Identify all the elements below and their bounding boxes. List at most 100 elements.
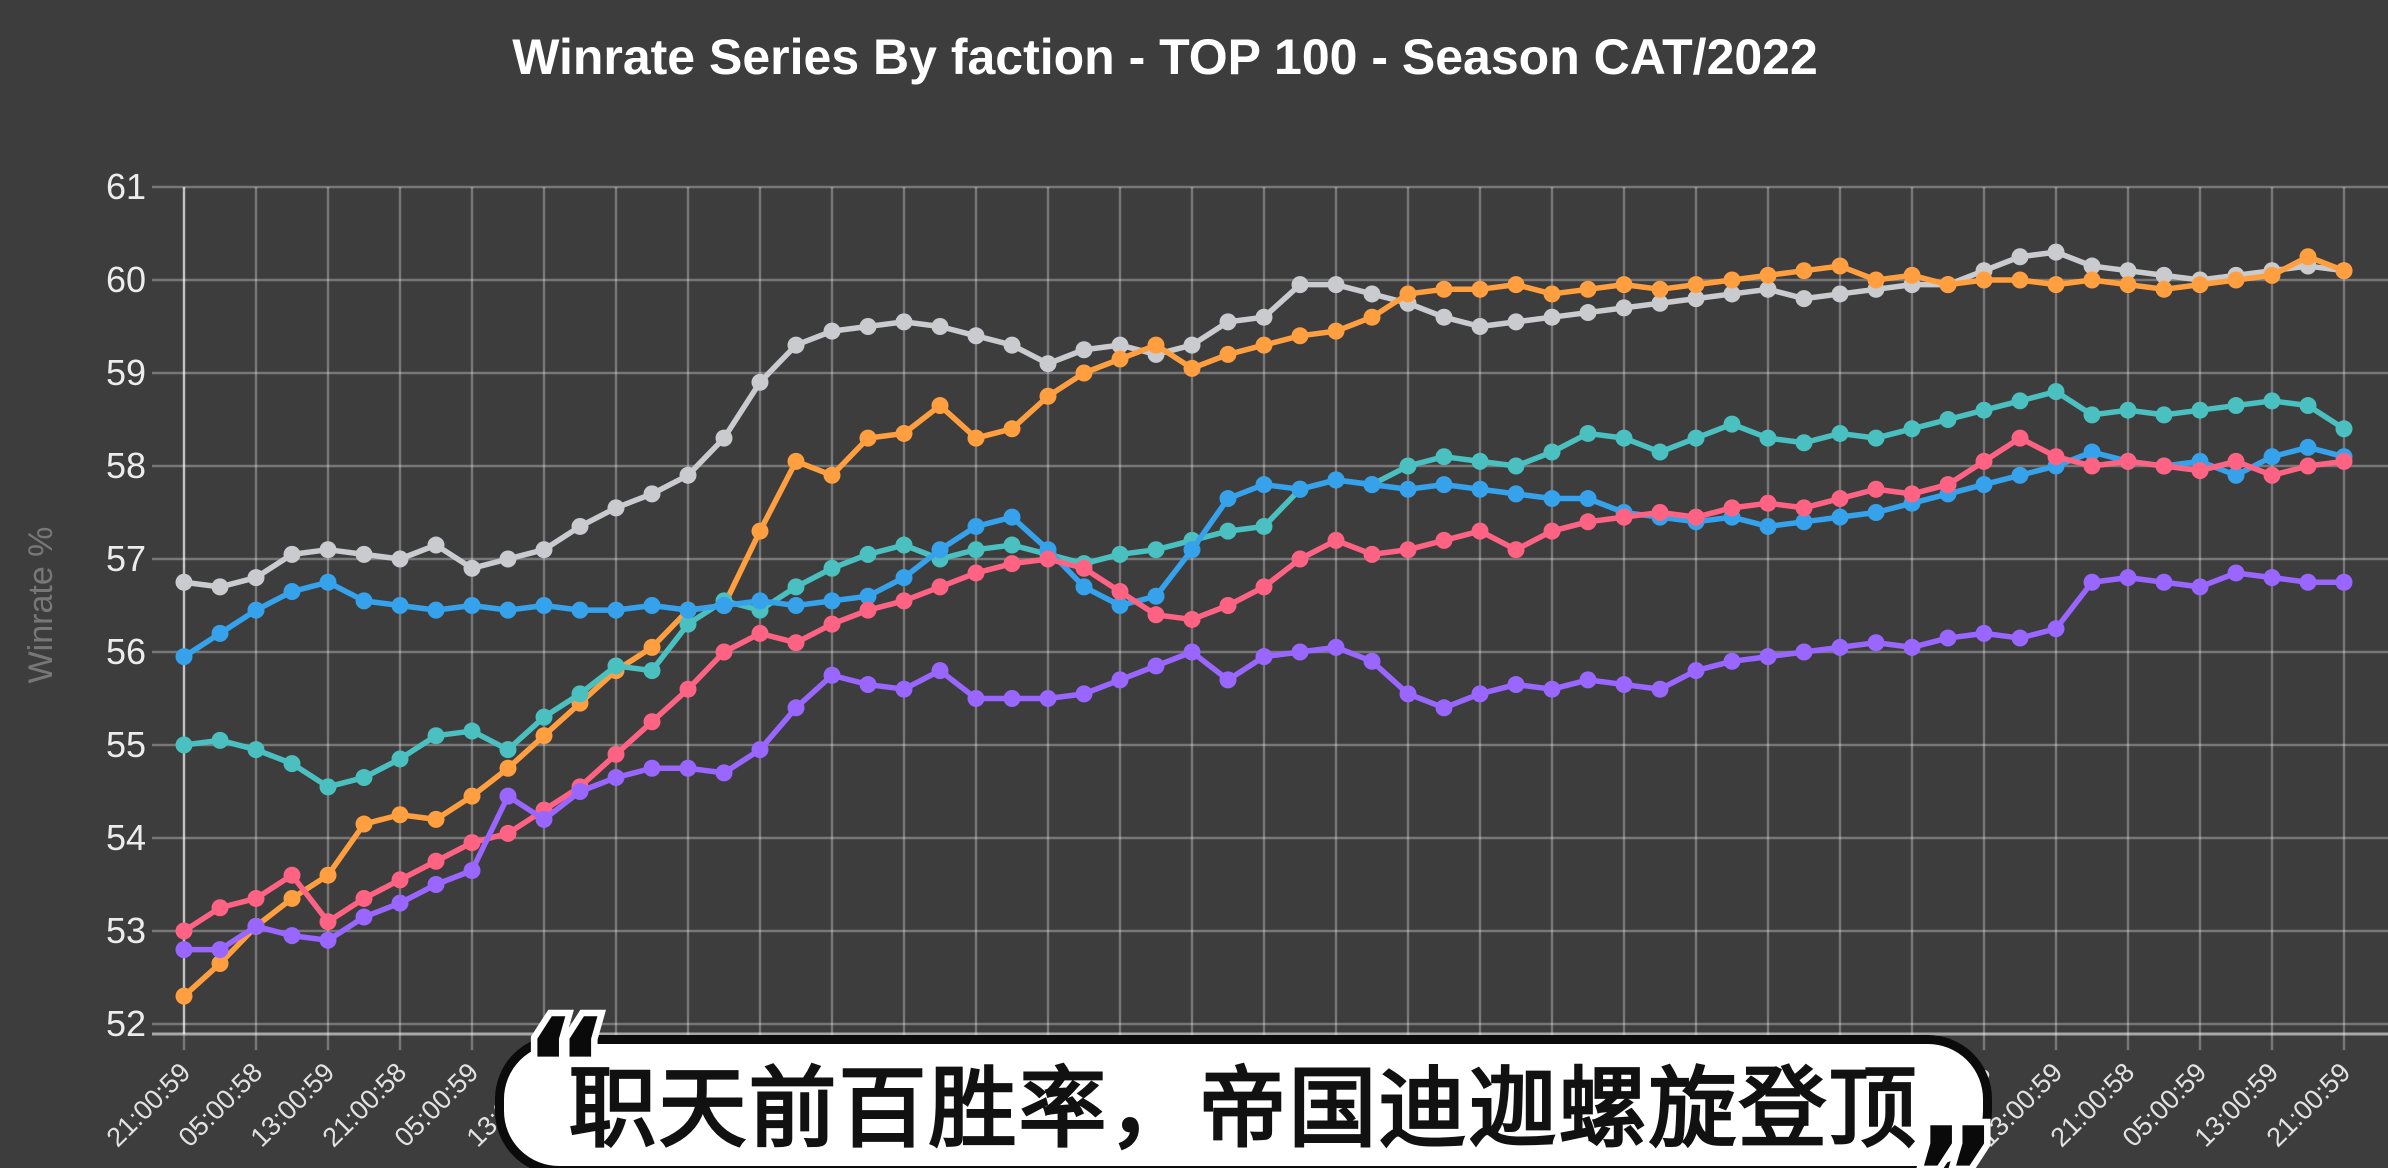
data-point xyxy=(355,815,373,833)
data-point xyxy=(427,601,445,619)
data-point xyxy=(1723,652,1741,670)
data-point xyxy=(1255,578,1273,596)
data-point xyxy=(1435,308,1453,326)
data-point xyxy=(2119,452,2137,470)
data-point xyxy=(1543,680,1561,698)
data-point xyxy=(2335,573,2353,591)
data-point xyxy=(1003,420,1021,438)
data-point xyxy=(1759,429,1777,447)
data-point xyxy=(643,638,661,656)
data-point xyxy=(427,810,445,828)
data-point xyxy=(1903,638,1921,656)
data-point xyxy=(2191,276,2209,294)
data-point xyxy=(931,397,949,415)
data-point xyxy=(823,666,841,684)
data-point xyxy=(1075,685,1093,703)
data-point xyxy=(1543,308,1561,326)
data-point xyxy=(463,597,481,614)
caption-text: 职天前百胜率，帝国迪迦螺旋登顶 xyxy=(568,1058,1919,1158)
data-point xyxy=(1255,648,1273,666)
data-point xyxy=(1435,280,1453,298)
data-point xyxy=(2191,578,2209,596)
data-point xyxy=(607,601,625,619)
data-point xyxy=(175,941,193,959)
data-point xyxy=(1363,285,1381,303)
data-point xyxy=(1687,276,1705,294)
data-point xyxy=(2335,452,2353,470)
data-point xyxy=(1975,624,1993,642)
data-point xyxy=(1507,485,1525,503)
data-point xyxy=(463,834,481,852)
data-point xyxy=(1795,643,1813,661)
data-point xyxy=(2047,243,2065,261)
data-point xyxy=(1831,285,1849,303)
data-point xyxy=(859,545,877,563)
data-point xyxy=(607,499,625,517)
data-point xyxy=(1903,420,1921,438)
data-point xyxy=(967,541,985,559)
data-point xyxy=(427,852,445,870)
data-point xyxy=(1327,638,1345,656)
data-point xyxy=(211,578,229,596)
data-point xyxy=(2011,429,2029,447)
data-point xyxy=(679,680,697,698)
data-point xyxy=(2119,569,2137,587)
data-point xyxy=(2299,457,2317,475)
data-point xyxy=(607,657,625,675)
data-point xyxy=(1327,531,1345,549)
data-point xyxy=(2083,457,2101,475)
data-point xyxy=(283,583,301,601)
data-point xyxy=(1327,276,1345,294)
data-point xyxy=(175,987,193,1005)
data-point xyxy=(2083,573,2101,591)
data-point xyxy=(2227,452,2245,470)
data-point xyxy=(1615,676,1633,694)
data-point xyxy=(211,731,229,749)
data-point xyxy=(1903,485,1921,503)
data-point xyxy=(499,741,517,759)
data-point xyxy=(2263,569,2281,587)
data-point xyxy=(1507,676,1525,694)
data-point xyxy=(1579,671,1597,689)
data-point xyxy=(1579,424,1597,442)
data-point xyxy=(2011,271,2029,289)
chart-title: Winrate Series By faction - TOP 100 - Se… xyxy=(512,29,1818,85)
data-point xyxy=(1579,280,1597,298)
data-point xyxy=(1075,578,1093,596)
data-point xyxy=(1471,280,1489,298)
data-point xyxy=(1615,429,1633,447)
data-point xyxy=(499,601,517,619)
data-point xyxy=(1183,359,1201,377)
data-point xyxy=(2155,406,2173,424)
data-point xyxy=(1795,262,1813,280)
data-point xyxy=(355,908,373,926)
data-point xyxy=(895,680,913,698)
data-point xyxy=(1363,652,1381,670)
data-point xyxy=(1399,480,1417,498)
data-point xyxy=(175,736,193,754)
data-point xyxy=(1471,480,1489,498)
data-point xyxy=(1615,508,1633,526)
data-point xyxy=(1111,336,1129,354)
data-point xyxy=(2155,280,2173,298)
data-point xyxy=(931,662,949,680)
data-point xyxy=(2047,383,2065,401)
data-point xyxy=(2011,466,2029,484)
data-point xyxy=(1723,415,1741,433)
data-point xyxy=(1219,522,1237,540)
data-point xyxy=(1687,508,1705,526)
data-point xyxy=(1075,559,1093,577)
data-point xyxy=(859,676,877,694)
data-point xyxy=(2083,257,2101,275)
data-point xyxy=(823,615,841,633)
data-point xyxy=(1651,680,1669,698)
data-point xyxy=(643,485,661,503)
data-point xyxy=(1183,541,1201,559)
data-point xyxy=(787,336,805,354)
data-point xyxy=(391,894,409,912)
data-point xyxy=(355,769,373,787)
data-point xyxy=(463,862,481,880)
data-point xyxy=(1399,285,1417,303)
data-point xyxy=(1651,504,1669,521)
data-point xyxy=(1939,276,1957,294)
